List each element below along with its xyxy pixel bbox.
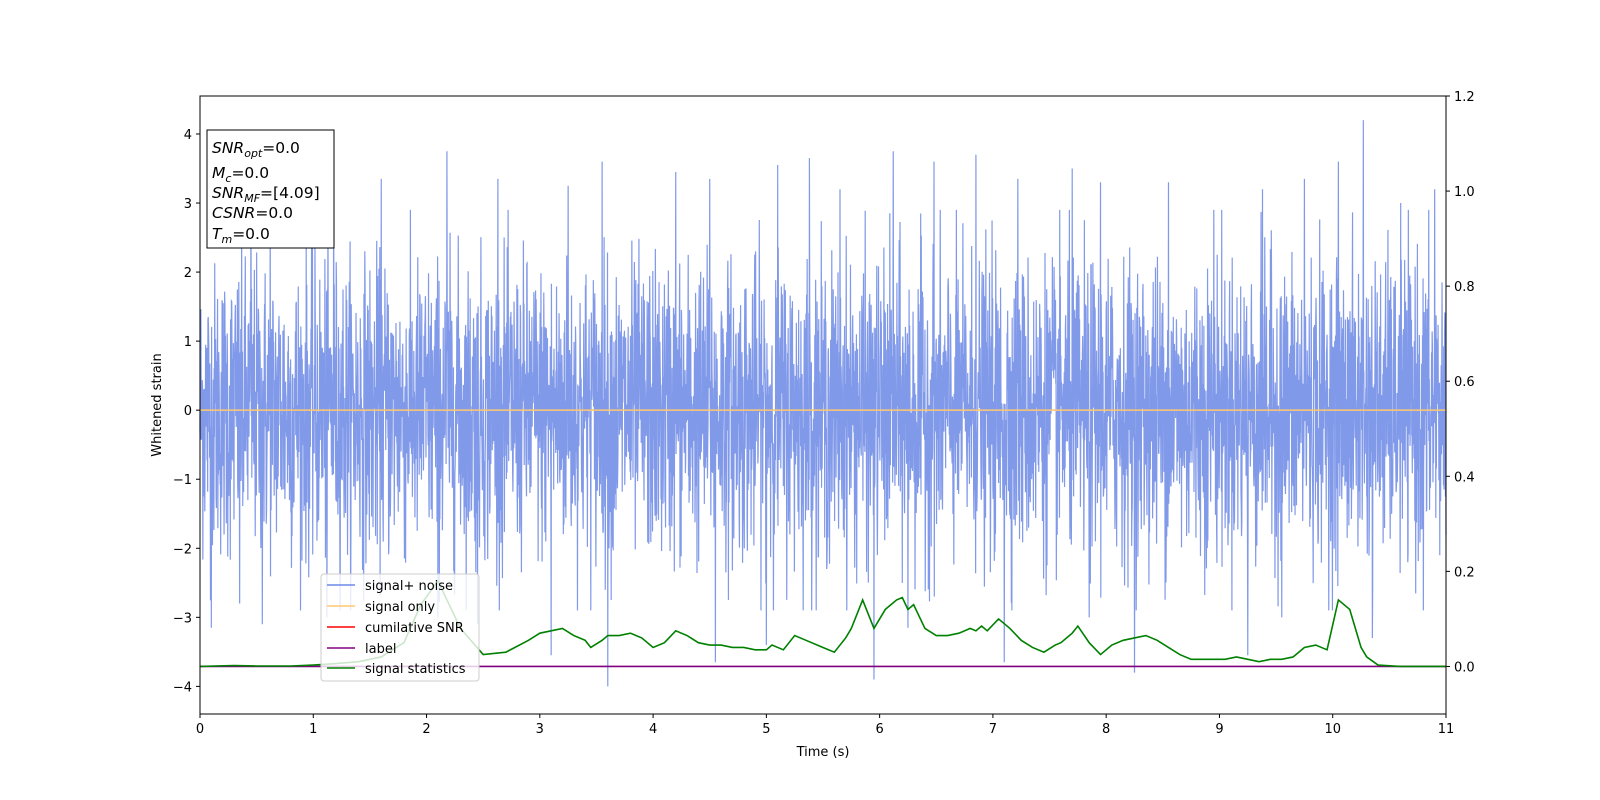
y-axis-label: Whitened strain <box>150 353 165 456</box>
x-tick-label: 11 <box>1438 722 1455 737</box>
legend-item-signal-statistics: signal statistics <box>327 662 466 677</box>
series-signal-statistics <box>199 579 1446 668</box>
x-axis-label: Time (s) <box>796 745 850 760</box>
info-box: SNRopt=0.0 Mc=0.0 SNRMF=[4.09] CSNR=0.0 … <box>206 129 335 249</box>
y2-tick-label: 0.8 <box>1454 280 1475 295</box>
y-tick-label: −2 <box>173 542 192 557</box>
y-tick-label: 4 <box>184 128 192 143</box>
x-tick-label: 8 <box>1102 722 1110 737</box>
snr-opt-text: SNRopt=0.0 <box>212 139 300 160</box>
x-tick-label: 1 <box>309 722 317 737</box>
x-tick-label: 10 <box>1324 722 1341 737</box>
legend-item-label: label <box>327 642 396 657</box>
y2-axis-ticks: 1.2 1.0 0.8 0.6 0.4 0.2 0.0 <box>1446 90 1475 675</box>
x-tick-label: 3 <box>536 722 544 737</box>
y-axis-ticks: 4 3 2 1 0 −1 −2 −3 −4 <box>173 128 200 695</box>
legend: signal+ noise signal only cumilative SNR… <box>320 573 480 682</box>
y2-tick-label: 0.2 <box>1454 565 1475 580</box>
y-tick-label: 2 <box>184 266 192 281</box>
tm-text: Tm=0.0 <box>212 225 270 246</box>
y2-tick-label: 1.2 <box>1454 90 1475 105</box>
series-signal-noise <box>199 120 1447 687</box>
mc-text: Mc=0.0 <box>212 164 269 185</box>
y-tick-label: −4 <box>173 680 192 695</box>
legend-label: signal+ noise <box>365 579 453 594</box>
x-tick-label: 6 <box>875 722 883 737</box>
signal-statistics-line <box>199 579 1446 668</box>
y2-tick-label: 0.4 <box>1454 470 1475 485</box>
legend-label: cumilative SNR <box>365 621 464 636</box>
legend-label: label <box>365 642 396 657</box>
x-tick-label: 5 <box>762 722 770 737</box>
y-tick-label: 3 <box>184 197 192 212</box>
y-tick-label: −3 <box>173 611 192 626</box>
x-tick-label: 2 <box>422 722 430 737</box>
y2-tick-label: 0.6 <box>1454 375 1475 390</box>
legend-label: signal only <box>365 600 435 615</box>
x-tick-label: 7 <box>989 722 997 737</box>
y-tick-label: 0 <box>184 404 192 419</box>
legend-item-signal-only: signal only <box>327 600 435 615</box>
snr-mf-text: SNRMF=[4.09] <box>212 184 320 205</box>
legend-item-cumulative-snr: cumilative SNR <box>327 621 464 636</box>
csnr-text: CSNR=0.0 <box>212 204 293 222</box>
plot-frame <box>199 95 1447 715</box>
x-tick-label: 9 <box>1215 722 1223 737</box>
y-tick-label: −1 <box>173 473 192 488</box>
x-axis-ticks: 0 1 2 3 4 5 6 7 8 9 10 11 <box>196 714 1454 737</box>
y2-tick-label: 1.0 <box>1454 185 1475 200</box>
legend-label: signal statistics <box>365 662 466 677</box>
y2-tick-label: 0.0 <box>1454 660 1475 675</box>
x-tick-label: 4 <box>649 722 657 737</box>
legend-item-signal-noise: signal+ noise <box>327 579 453 594</box>
signal-noise-trace <box>199 120 1447 687</box>
x-tick-label: 0 <box>196 722 204 737</box>
y-tick-label: 1 <box>184 335 192 350</box>
